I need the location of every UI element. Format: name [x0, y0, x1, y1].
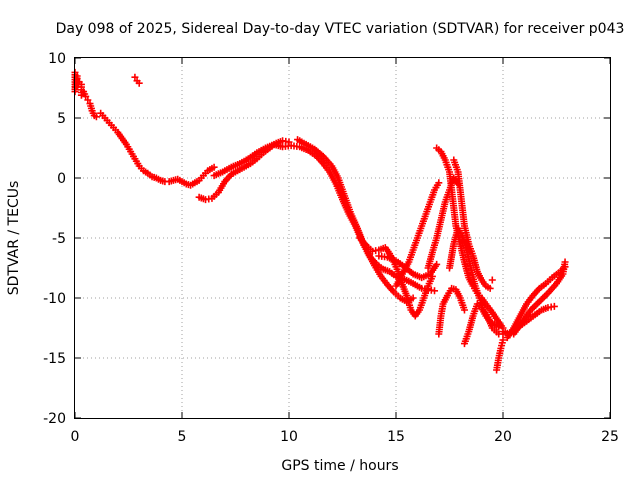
data-series: [294, 136, 439, 295]
data-point: [77, 91, 85, 99]
x-tick-label: 15: [387, 429, 405, 445]
grid-lines: [75, 58, 610, 418]
data-point: [135, 79, 143, 87]
data-point: [84, 96, 92, 104]
data-series: [71, 68, 100, 121]
data-point: [131, 73, 139, 81]
axis-ticks: 0 5 10 15 20 25 -20 -15 -10 -5 0 5 10: [43, 51, 619, 445]
y-tick-label: 5: [57, 111, 66, 127]
data-series: [488, 276, 496, 284]
data-series: [493, 336, 507, 374]
x-tick-label: 10: [280, 429, 298, 445]
data-point: [92, 113, 100, 121]
x-tick-label: 25: [601, 429, 619, 445]
y-tick-label: -20: [43, 411, 66, 427]
data-series: [356, 234, 436, 320]
data-point: [433, 260, 441, 268]
data-point: [550, 302, 558, 310]
data-series: [450, 156, 494, 292]
data-point: [82, 92, 90, 100]
y-tick-label: 0: [57, 171, 66, 187]
data-point: [435, 179, 443, 187]
y-tick-label: -5: [52, 231, 66, 247]
data-point: [488, 276, 496, 284]
data-point: [561, 258, 569, 266]
data-series: [210, 140, 417, 306]
x-tick-label: 20: [494, 429, 512, 445]
data-series: [97, 109, 218, 189]
data-markers: [71, 68, 569, 374]
chart-title: Day 098 of 2025, Sidereal Day-to-day VTE…: [56, 21, 625, 37]
data-point: [486, 284, 494, 292]
x-tick-label: 0: [71, 429, 80, 445]
y-axis-label: SDTVAR / TECUs: [6, 181, 22, 296]
x-tick-label: 5: [178, 429, 187, 445]
data-series: [131, 73, 143, 87]
x-axis-label: GPS time / hours: [281, 458, 398, 474]
data-series: [510, 258, 569, 338]
data-series: [503, 263, 569, 342]
data-point: [210, 163, 218, 171]
data-point: [431, 287, 439, 295]
data-point: [460, 306, 468, 314]
y-tick-label: 10: [48, 51, 66, 67]
y-tick-label: -15: [43, 351, 66, 367]
y-tick-label: -10: [43, 291, 66, 307]
data-point: [499, 336, 507, 344]
data-series: [435, 284, 468, 338]
plot-frame: [74, 57, 611, 419]
data-series: [392, 179, 443, 290]
data-series: [460, 300, 503, 348]
data-point: [495, 323, 503, 331]
